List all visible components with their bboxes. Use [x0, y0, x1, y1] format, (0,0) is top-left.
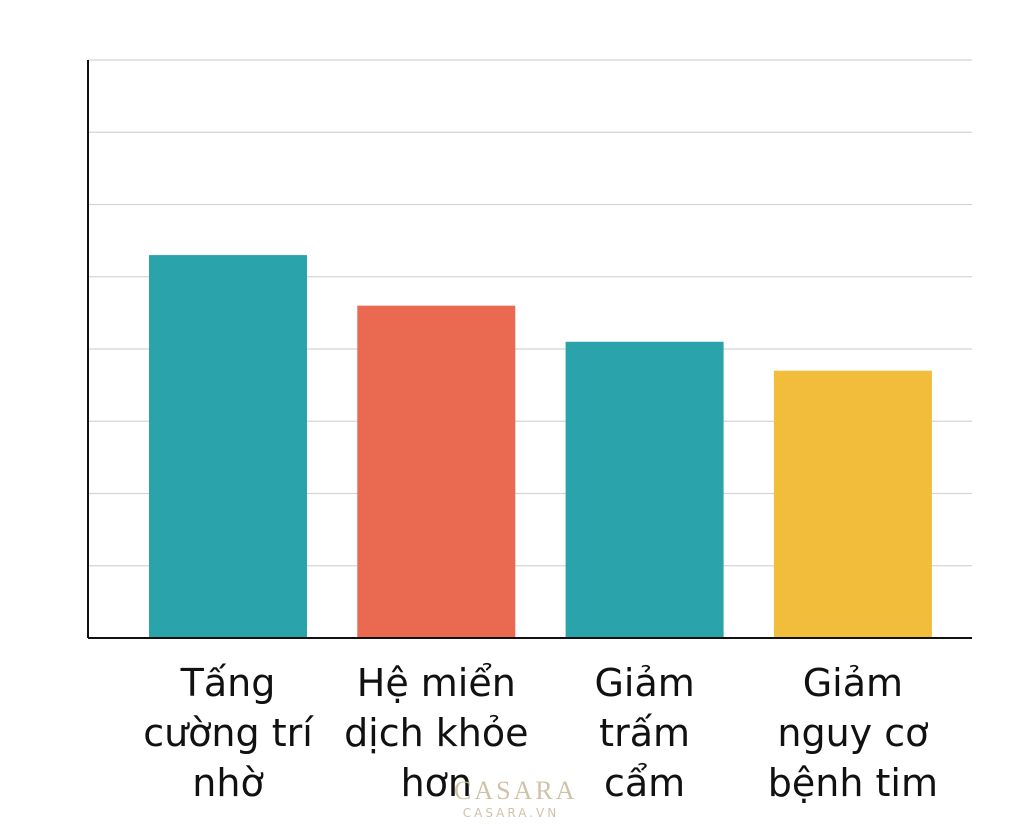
x-tick-label: Giảm trấm cẩm	[594, 661, 695, 805]
x-tick-label: Giảm nguy cơ bệnh tim	[767, 661, 938, 805]
bar	[149, 255, 307, 638]
watermark: CASARA CASARA.VN	[454, 776, 578, 820]
watermark-brand: CASARA	[454, 776, 578, 805]
bar	[357, 305, 516, 638]
bar	[565, 341, 724, 638]
watermark-site: CASARA.VN	[454, 806, 568, 820]
x-tick-label: Tấng cường trí nhờ	[143, 661, 313, 805]
bar	[773, 370, 932, 638]
x-tick-label: Hệ miển dịch khỏe hơn	[344, 661, 529, 805]
